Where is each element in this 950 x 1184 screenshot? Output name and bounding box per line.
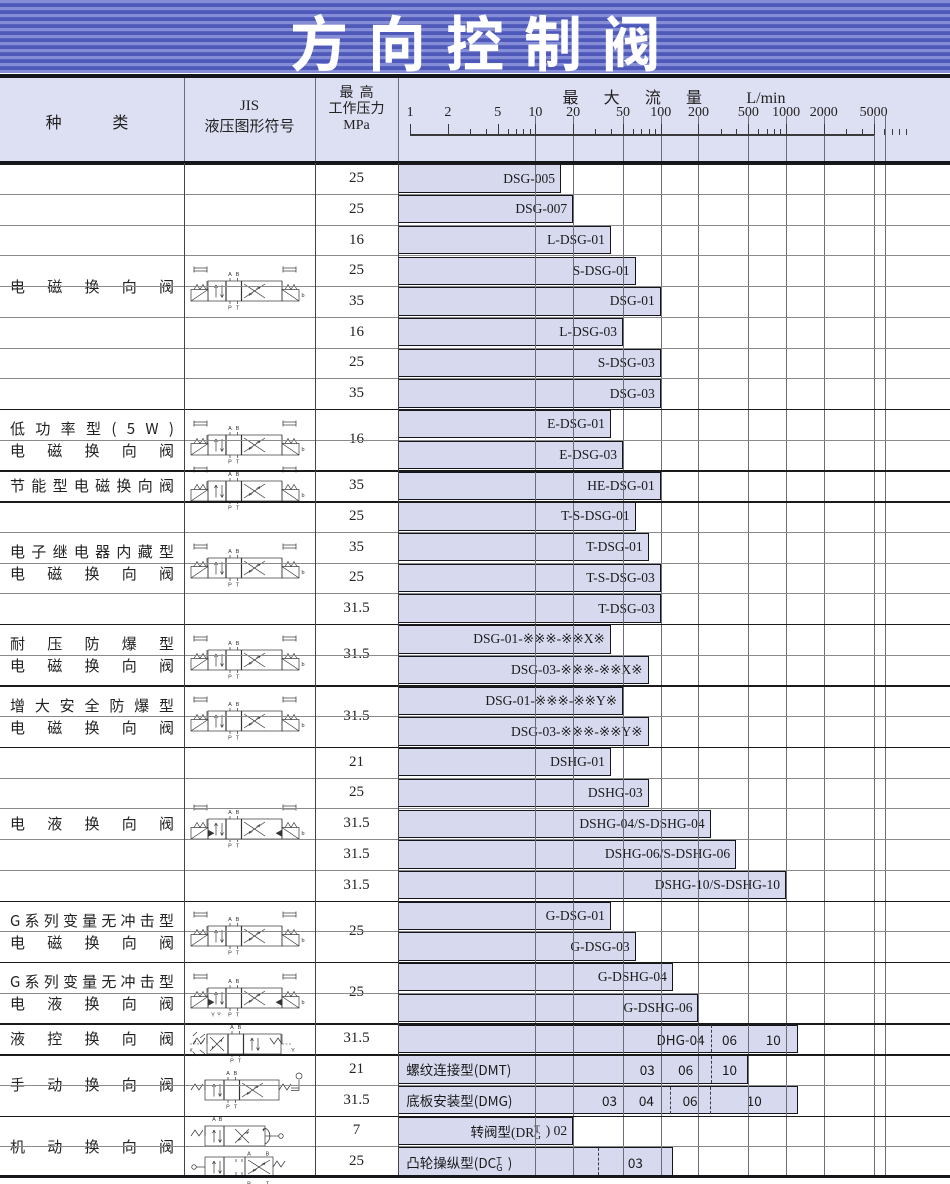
svg-text:b: b xyxy=(301,493,304,499)
svg-text:B: B xyxy=(235,641,239,647)
svg-text:P: P xyxy=(228,582,232,588)
svg-text:A: A xyxy=(230,1025,234,1031)
svg-text:B: B xyxy=(235,702,239,708)
svg-text:Y: Y xyxy=(291,1048,295,1054)
svg-text:B: B xyxy=(233,1071,237,1077)
svg-text:B: B xyxy=(218,1117,222,1123)
svg-text:B: B xyxy=(235,810,239,816)
svg-text:b: b xyxy=(301,662,304,668)
svg-text:b: b xyxy=(301,293,304,299)
svg-text:T: T xyxy=(235,843,239,849)
svg-text:T: T xyxy=(235,582,239,588)
svg-text:A: A xyxy=(228,549,232,555)
svg-text:T: T xyxy=(235,674,239,680)
svg-text:A: A xyxy=(228,641,232,647)
svg-text:b: b xyxy=(301,723,304,729)
svg-text:P: P xyxy=(228,736,232,742)
svg-text:b: b xyxy=(301,938,304,944)
svg-text:A: A xyxy=(212,1117,216,1123)
svg-text:B: B xyxy=(235,549,239,555)
svg-text:A: A xyxy=(228,426,232,432)
svg-text:A: A xyxy=(247,1151,251,1157)
svg-text:T: T xyxy=(235,951,239,957)
svg-text:P: P xyxy=(228,951,232,957)
svg-text:b: b xyxy=(301,1000,304,1006)
svg-text:A: A xyxy=(228,702,232,708)
svg-text:B: B xyxy=(235,917,239,923)
svg-text:P: P xyxy=(228,674,232,680)
svg-text:B: B xyxy=(235,472,239,478)
svg-text:b: b xyxy=(301,447,304,453)
svg-text:P: P xyxy=(228,843,232,849)
svg-text:P: P xyxy=(228,306,232,312)
svg-text:T: T xyxy=(235,306,239,312)
svg-text:b: b xyxy=(301,570,304,576)
svg-text:B: B xyxy=(265,1151,269,1157)
svg-text:A: A xyxy=(226,1071,230,1077)
svg-text:B: B xyxy=(235,979,239,985)
svg-text:B: B xyxy=(235,272,239,278)
svg-text:X: X xyxy=(190,1048,193,1054)
svg-text:A: A xyxy=(228,810,232,816)
svg-text:T: T xyxy=(235,736,239,742)
svg-text:B: B xyxy=(237,1025,241,1031)
svg-text:A: A xyxy=(228,472,232,478)
svg-text:B: B xyxy=(235,426,239,432)
svg-text:A: A xyxy=(228,917,232,923)
svg-text:A: A xyxy=(228,979,232,985)
svg-text:b: b xyxy=(301,831,304,837)
svg-text:A: A xyxy=(228,272,232,278)
